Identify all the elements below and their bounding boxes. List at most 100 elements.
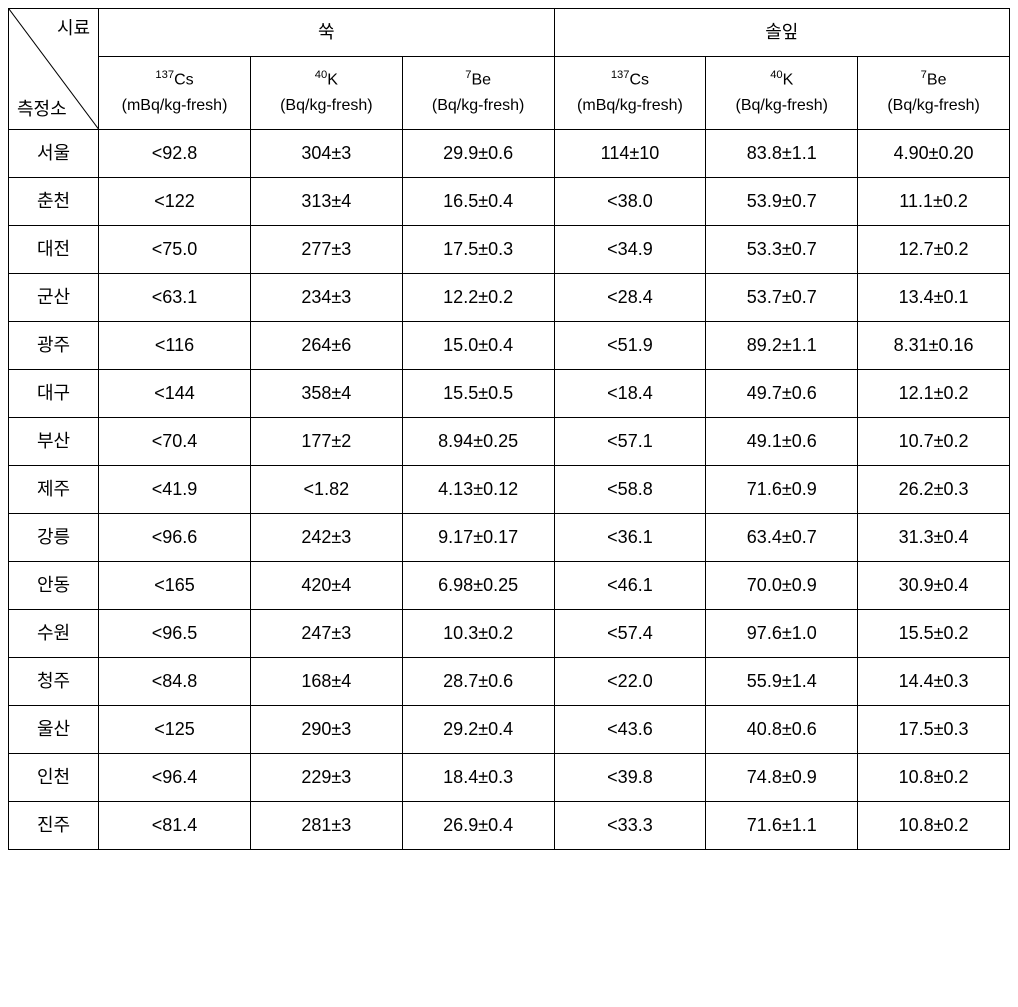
table-body: 서울<92.8304±329.9±0.6114±1083.8±1.14.90±0… xyxy=(9,129,1010,849)
station-cell: 부산 xyxy=(9,417,99,465)
group-header-pine-needle: 솔잎 xyxy=(554,9,1009,57)
data-cell: 71.6±1.1 xyxy=(706,801,858,849)
data-cell: 97.6±1.0 xyxy=(706,609,858,657)
data-cell: <41.9 xyxy=(99,465,251,513)
data-cell: 4.13±0.12 xyxy=(402,465,554,513)
data-cell: 83.8±1.1 xyxy=(706,129,858,177)
data-cell: 281±3 xyxy=(250,801,402,849)
station-cell: 울산 xyxy=(9,705,99,753)
table-row: 인천<96.4229±318.4±0.3<39.874.8±0.910.8±0.… xyxy=(9,753,1010,801)
data-cell: <81.4 xyxy=(99,801,251,849)
data-cell: 10.8±0.2 xyxy=(858,801,1010,849)
data-cell: 13.4±0.1 xyxy=(858,273,1010,321)
data-cell: <96.4 xyxy=(99,753,251,801)
data-cell: 17.5±0.3 xyxy=(402,225,554,273)
data-cell: 12.7±0.2 xyxy=(858,225,1010,273)
data-cell: 420±4 xyxy=(250,561,402,609)
data-cell: 15.5±0.2 xyxy=(858,609,1010,657)
data-cell: <70.4 xyxy=(99,417,251,465)
data-cell: 12.2±0.2 xyxy=(402,273,554,321)
data-cell: <84.8 xyxy=(99,657,251,705)
table-row: 안동<165420±46.98±0.25<46.170.0±0.930.9±0.… xyxy=(9,561,1010,609)
table-row: 군산<63.1234±312.2±0.2<28.453.7±0.713.4±0.… xyxy=(9,273,1010,321)
table-row: 수원<96.5247±310.3±0.2<57.497.6±1.015.5±0.… xyxy=(9,609,1010,657)
station-cell: 군산 xyxy=(9,273,99,321)
header-row-2: 137Cs(mBq/kg-fresh) 40K(Bq/kg-fresh) 7Be… xyxy=(9,57,1010,130)
data-cell: 31.3±0.4 xyxy=(858,513,1010,561)
table-row: 춘천<122313±416.5±0.4<38.053.9±0.711.1±0.2 xyxy=(9,177,1010,225)
station-cell: 대구 xyxy=(9,369,99,417)
data-cell: <46.1 xyxy=(554,561,706,609)
data-cell: <28.4 xyxy=(554,273,706,321)
station-cell: 춘천 xyxy=(9,177,99,225)
diagonal-header-cell: 시료 측정소 xyxy=(9,9,99,130)
data-cell: 70.0±0.9 xyxy=(706,561,858,609)
data-cell: 18.4±0.3 xyxy=(402,753,554,801)
data-cell: 26.2±0.3 xyxy=(858,465,1010,513)
data-cell: 16.5±0.4 xyxy=(402,177,554,225)
data-cell: 277±3 xyxy=(250,225,402,273)
data-cell: 28.7±0.6 xyxy=(402,657,554,705)
table-row: 광주<116264±615.0±0.4<51.989.2±1.18.31±0.1… xyxy=(9,321,1010,369)
table-row: 제주<41.9<1.824.13±0.12<58.871.6±0.926.2±0… xyxy=(9,465,1010,513)
data-cell: <22.0 xyxy=(554,657,706,705)
data-cell: 290±3 xyxy=(250,705,402,753)
data-cell: <96.6 xyxy=(99,513,251,561)
data-cell: <34.9 xyxy=(554,225,706,273)
radiation-data-table: 시료 측정소 쑥 솔잎 137Cs(mBq/kg-fresh) 40K(Bq/k… xyxy=(8,8,1010,850)
data-cell: <39.8 xyxy=(554,753,706,801)
station-cell: 청주 xyxy=(9,657,99,705)
station-cell: 대전 xyxy=(9,225,99,273)
data-cell: 29.2±0.4 xyxy=(402,705,554,753)
sub-header-be7-g1: 7Be(Bq/kg-fresh) xyxy=(402,57,554,130)
data-cell: 89.2±1.1 xyxy=(706,321,858,369)
data-cell: 6.98±0.25 xyxy=(402,561,554,609)
station-cell: 진주 xyxy=(9,801,99,849)
data-cell: <63.1 xyxy=(99,273,251,321)
table-row: 진주<81.4281±326.9±0.4<33.371.6±1.110.8±0.… xyxy=(9,801,1010,849)
data-cell: 9.17±0.17 xyxy=(402,513,554,561)
data-cell: <58.8 xyxy=(554,465,706,513)
data-cell: 53.9±0.7 xyxy=(706,177,858,225)
data-cell: <33.3 xyxy=(554,801,706,849)
data-cell: 168±4 xyxy=(250,657,402,705)
station-cell: 안동 xyxy=(9,561,99,609)
table-header: 시료 측정소 쑥 솔잎 137Cs(mBq/kg-fresh) 40K(Bq/k… xyxy=(9,9,1010,130)
group-header-mugwort: 쑥 xyxy=(99,9,554,57)
diagonal-label-sample: 시료 xyxy=(57,15,90,42)
data-cell: 358±4 xyxy=(250,369,402,417)
data-cell: <18.4 xyxy=(554,369,706,417)
data-cell: 30.9±0.4 xyxy=(858,561,1010,609)
sub-header-k40-g2: 40K(Bq/kg-fresh) xyxy=(706,57,858,130)
data-cell: 11.1±0.2 xyxy=(858,177,1010,225)
data-cell: 49.1±0.6 xyxy=(706,417,858,465)
data-cell: <116 xyxy=(99,321,251,369)
data-cell: <144 xyxy=(99,369,251,417)
data-cell: <96.5 xyxy=(99,609,251,657)
data-cell: <92.8 xyxy=(99,129,251,177)
data-cell: 234±3 xyxy=(250,273,402,321)
data-cell: 12.1±0.2 xyxy=(858,369,1010,417)
table-row: 강릉<96.6242±39.17±0.17<36.163.4±0.731.3±0… xyxy=(9,513,1010,561)
data-cell: 63.4±0.7 xyxy=(706,513,858,561)
data-cell: 29.9±0.6 xyxy=(402,129,554,177)
data-cell: <1.82 xyxy=(250,465,402,513)
station-cell: 인천 xyxy=(9,753,99,801)
table-row: 울산<125290±329.2±0.4<43.640.8±0.617.5±0.3 xyxy=(9,705,1010,753)
sub-header-cs137-g1: 137Cs(mBq/kg-fresh) xyxy=(99,57,251,130)
data-cell: 53.3±0.7 xyxy=(706,225,858,273)
data-cell: <36.1 xyxy=(554,513,706,561)
sub-header-k40-g1: 40K(Bq/kg-fresh) xyxy=(250,57,402,130)
data-cell: 55.9±1.4 xyxy=(706,657,858,705)
station-cell: 수원 xyxy=(9,609,99,657)
data-cell: <125 xyxy=(99,705,251,753)
data-cell: <51.9 xyxy=(554,321,706,369)
table-row: 대구<144358±415.5±0.5<18.449.7±0.612.1±0.2 xyxy=(9,369,1010,417)
data-cell: 14.4±0.3 xyxy=(858,657,1010,705)
data-cell: 10.3±0.2 xyxy=(402,609,554,657)
header-row-1: 시료 측정소 쑥 솔잎 xyxy=(9,9,1010,57)
data-cell: <57.4 xyxy=(554,609,706,657)
station-cell: 서울 xyxy=(9,129,99,177)
data-cell: 10.7±0.2 xyxy=(858,417,1010,465)
data-cell: 71.6±0.9 xyxy=(706,465,858,513)
